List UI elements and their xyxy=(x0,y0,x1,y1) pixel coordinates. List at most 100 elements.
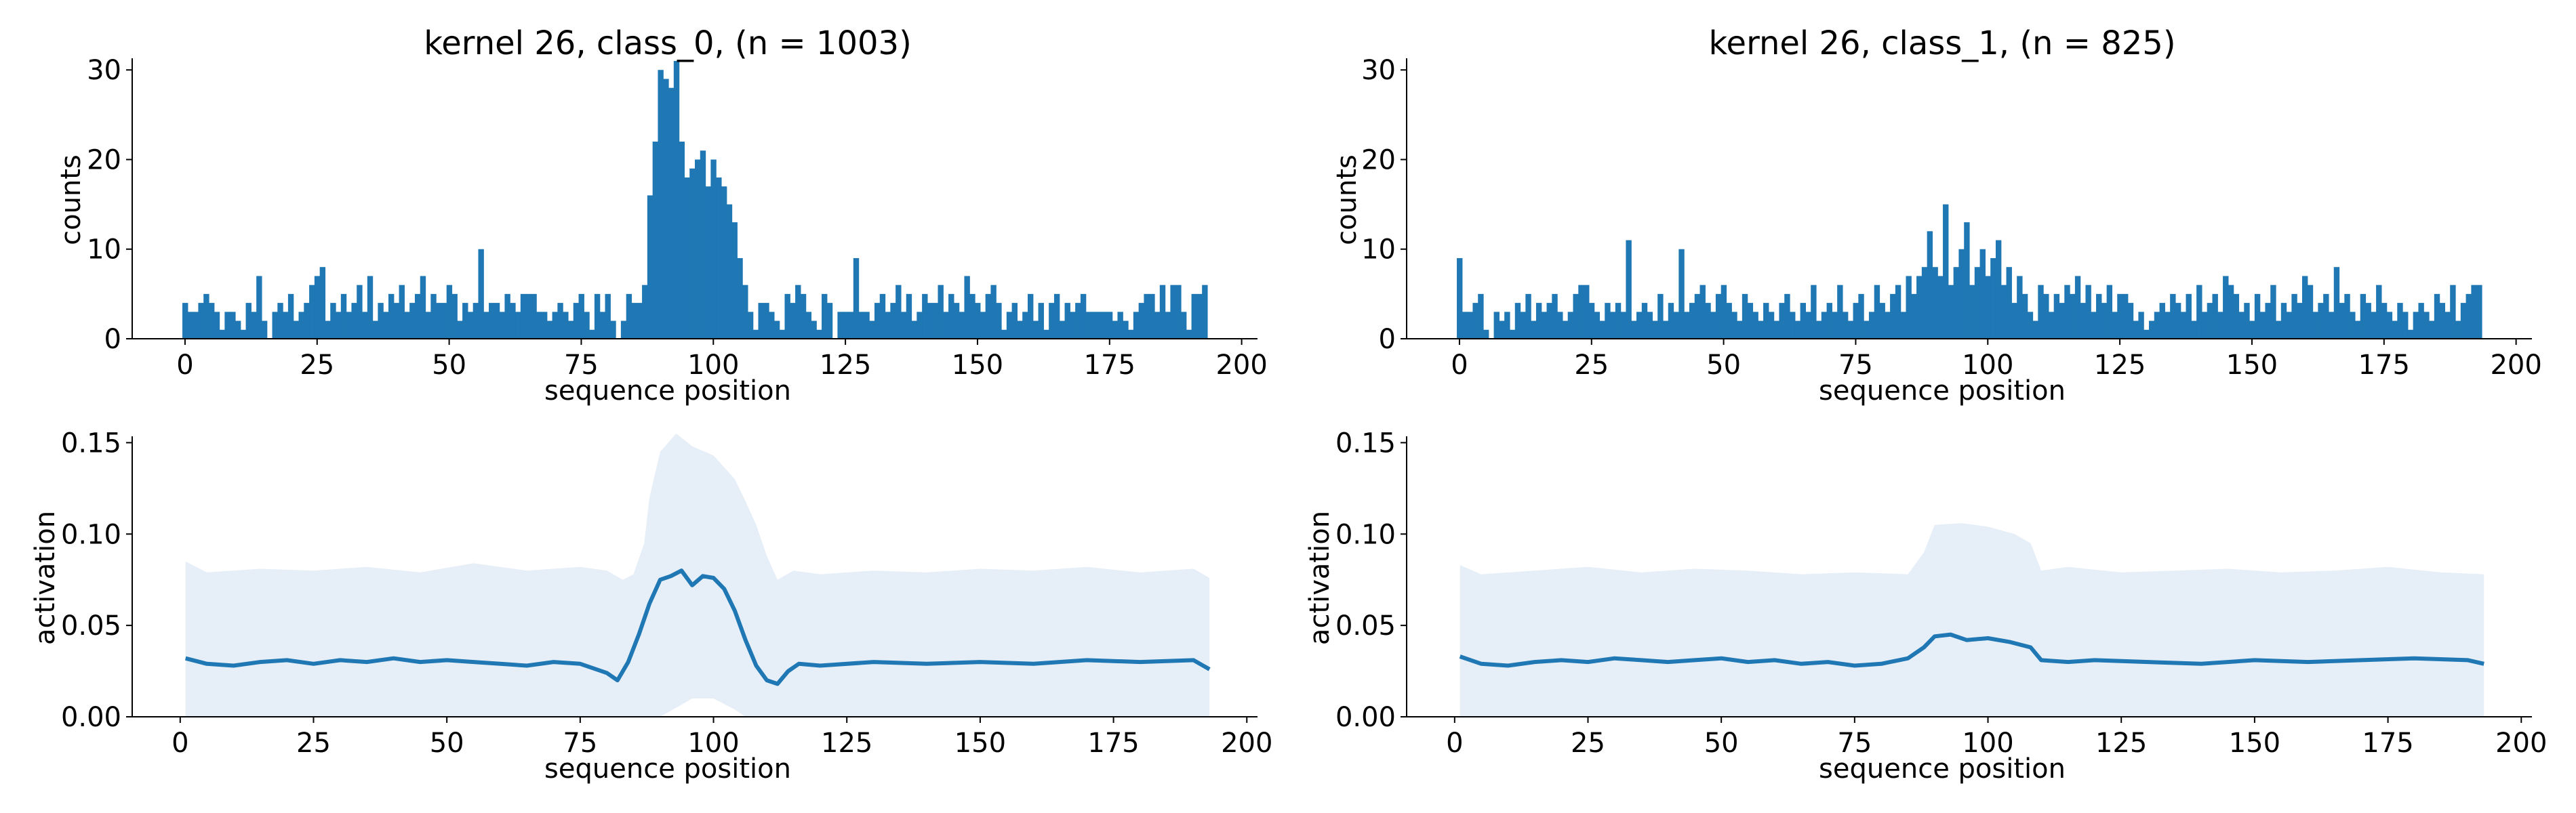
histogram-bar xyxy=(425,312,431,339)
histogram-bar xyxy=(2381,303,2388,339)
histogram-bar xyxy=(340,293,347,339)
histogram-bar xyxy=(938,285,944,339)
histogram-bar xyxy=(525,293,531,339)
histogram-bar xyxy=(658,70,664,339)
histogram-bar xyxy=(747,312,754,339)
histogram-bar xyxy=(404,312,410,339)
histogram-bar xyxy=(1043,329,1049,339)
y-axis-label: activation xyxy=(30,511,61,645)
histogram-bar xyxy=(726,204,733,339)
histogram-bar xyxy=(2350,312,2356,339)
histogram-bar xyxy=(1552,293,1558,339)
histogram-bar xyxy=(1826,303,1832,339)
histogram-bar xyxy=(399,285,405,339)
histogram-bar xyxy=(1102,312,1108,339)
histogram-bar xyxy=(261,320,268,339)
histogram-bar xyxy=(467,312,474,339)
histogram-bar xyxy=(2180,312,2187,339)
x-tick-label: 125 xyxy=(821,728,872,759)
histogram-bar xyxy=(1138,303,1145,339)
histogram-bar xyxy=(409,303,416,339)
histogram-bar xyxy=(1815,320,1822,339)
histogram-bar xyxy=(1191,293,1197,339)
histogram-bar xyxy=(1573,293,1579,339)
y-tick-label: 20 xyxy=(1361,144,1396,175)
histogram-bar xyxy=(716,177,722,339)
histogram-bar xyxy=(1927,231,1933,339)
histogram-bar xyxy=(357,285,363,339)
histogram-bar xyxy=(1594,312,1601,339)
x-tick-label: 175 xyxy=(1087,728,1139,759)
x-tick-label: 125 xyxy=(2094,350,2146,381)
histogram-bar xyxy=(362,312,368,339)
histogram-bar xyxy=(763,303,769,339)
histogram-bar xyxy=(2471,285,2477,339)
histogram-bar xyxy=(1969,285,1975,339)
histogram-bar xyxy=(2323,293,2329,339)
histogram-bar xyxy=(752,329,759,339)
x-tick-label: 175 xyxy=(2358,350,2410,381)
histogram-bar xyxy=(2259,312,2266,339)
histogram-bar xyxy=(578,293,584,339)
y-tick-label: 0.00 xyxy=(1335,702,1396,733)
x-tick-label: 0 xyxy=(176,350,193,381)
histogram-bar xyxy=(1493,312,1500,339)
histogram-bar xyxy=(1990,257,1996,339)
histogram-bar xyxy=(1615,303,1622,339)
x-tick-label: 25 xyxy=(300,350,334,381)
histogram-bar xyxy=(430,293,437,339)
histogram-bar xyxy=(2154,312,2160,339)
histogram-bar xyxy=(1059,320,1066,339)
histogram-bar xyxy=(932,303,939,339)
histogram-bar xyxy=(2301,276,2308,339)
histogram-bar xyxy=(980,312,986,339)
x-tick-label: 0 xyxy=(172,728,188,759)
histogram-bar xyxy=(911,320,917,339)
histogram-bar xyxy=(2254,293,2261,339)
histogram-bar xyxy=(1610,312,1616,339)
histogram-bar xyxy=(1647,312,1653,339)
histogram-bar xyxy=(2365,303,2371,339)
histogram-bar xyxy=(1948,285,1954,339)
histogram-bar xyxy=(647,195,653,339)
histogram-bar xyxy=(1117,312,1123,339)
histogram-bar xyxy=(1673,312,1679,339)
histogram-bar xyxy=(1937,276,1944,339)
histogram-bar xyxy=(1811,285,1817,339)
histogram-bar xyxy=(240,329,247,339)
histogram-bar xyxy=(1742,293,1748,339)
activation-band xyxy=(1460,523,2484,717)
x-axis-label: sequence position xyxy=(1819,375,2066,406)
histogram-bar xyxy=(251,312,257,339)
histogram-bar xyxy=(1202,285,1208,339)
histogram-bar xyxy=(1906,276,1912,339)
histogram-bar xyxy=(1457,257,1463,339)
histogram-bar xyxy=(504,293,510,339)
y-tick-label: 0.10 xyxy=(61,519,121,550)
histogram-bar xyxy=(1049,303,1055,339)
x-tick-label: 175 xyxy=(1084,350,1135,381)
histogram-bar xyxy=(1657,293,1664,339)
histogram-bar xyxy=(2312,312,2318,339)
histogram-bar xyxy=(2048,312,2055,339)
histogram-bar xyxy=(2238,312,2245,339)
histogram-bar xyxy=(2133,320,2139,339)
y-tick-label: 0.15 xyxy=(61,428,121,459)
histogram-bar xyxy=(922,293,928,339)
histogram-bar xyxy=(2217,312,2223,339)
histogram-bar xyxy=(1626,240,1632,339)
histogram-bar xyxy=(599,312,606,339)
x-tick-label: 0 xyxy=(1446,728,1463,759)
histogram-bar xyxy=(1588,303,1595,339)
histogram-bar xyxy=(1022,312,1028,339)
histogram-bar xyxy=(2450,285,2456,339)
histogram-bar xyxy=(1128,329,1134,339)
histogram-bar xyxy=(531,293,537,339)
histogram-bar xyxy=(2053,293,2060,339)
histogram-bar xyxy=(1499,320,1505,339)
histogram-bar xyxy=(2270,285,2276,339)
histogram-bar xyxy=(769,312,775,339)
histogram-bar xyxy=(283,312,289,339)
y-axis-label: counts xyxy=(1331,154,1363,245)
